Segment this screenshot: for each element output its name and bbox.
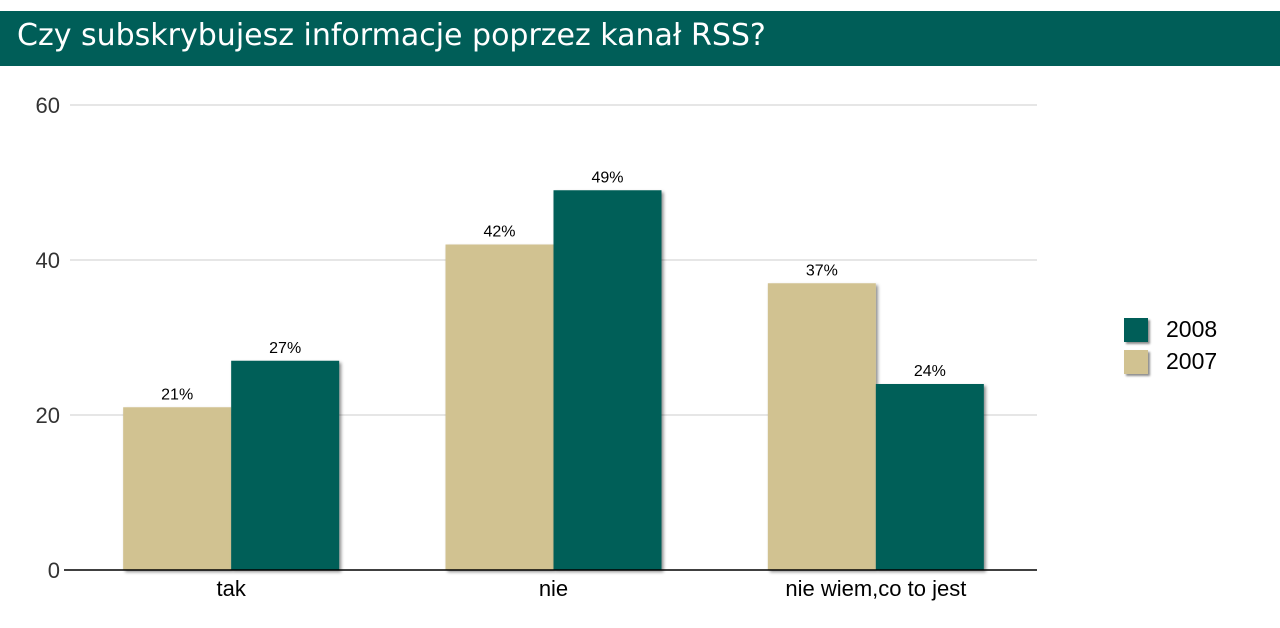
x-tick-label: nie wiem,co to jest bbox=[785, 576, 966, 601]
chart-title: Czy subskrybujesz informacje poprzez kan… bbox=[17, 18, 766, 53]
data-label: 21% bbox=[161, 386, 193, 403]
bar-2007-1 bbox=[445, 244, 554, 570]
bar-2008-2 bbox=[875, 384, 984, 570]
data-labels: 21% 27% 42% 49% 37% 24% bbox=[161, 169, 946, 403]
legend-swatch-2007 bbox=[1124, 350, 1148, 374]
data-label: 24% bbox=[914, 363, 946, 380]
legend-label-2008: 2008 bbox=[1166, 316, 1218, 342]
data-label: 27% bbox=[269, 340, 301, 357]
title-banner: Czy subskrybujesz informacje poprzez kan… bbox=[0, 11, 1280, 66]
bar-2007-0 bbox=[123, 407, 232, 570]
data-label: 42% bbox=[483, 224, 515, 241]
data-label: 37% bbox=[806, 262, 838, 279]
y-tick-label: 20 bbox=[36, 403, 60, 428]
y-tick-label: 0 bbox=[48, 558, 60, 583]
y-tick-label: 60 bbox=[36, 93, 60, 118]
legend-swatch-2008 bbox=[1124, 318, 1148, 342]
data-label: 49% bbox=[591, 169, 623, 186]
x-tick-label: nie bbox=[539, 576, 568, 601]
y-tick-label: 40 bbox=[36, 248, 60, 273]
legend-label-2007: 2007 bbox=[1166, 348, 1218, 374]
bar-2007-2 bbox=[767, 283, 876, 570]
x-tick-label: tak bbox=[216, 576, 246, 601]
axes: 0 20 40 60 tak nie nie wiem,co to jest bbox=[36, 93, 1037, 601]
bar-2008-1 bbox=[553, 190, 662, 570]
bar-2008-0 bbox=[231, 360, 340, 570]
bars bbox=[123, 190, 984, 570]
